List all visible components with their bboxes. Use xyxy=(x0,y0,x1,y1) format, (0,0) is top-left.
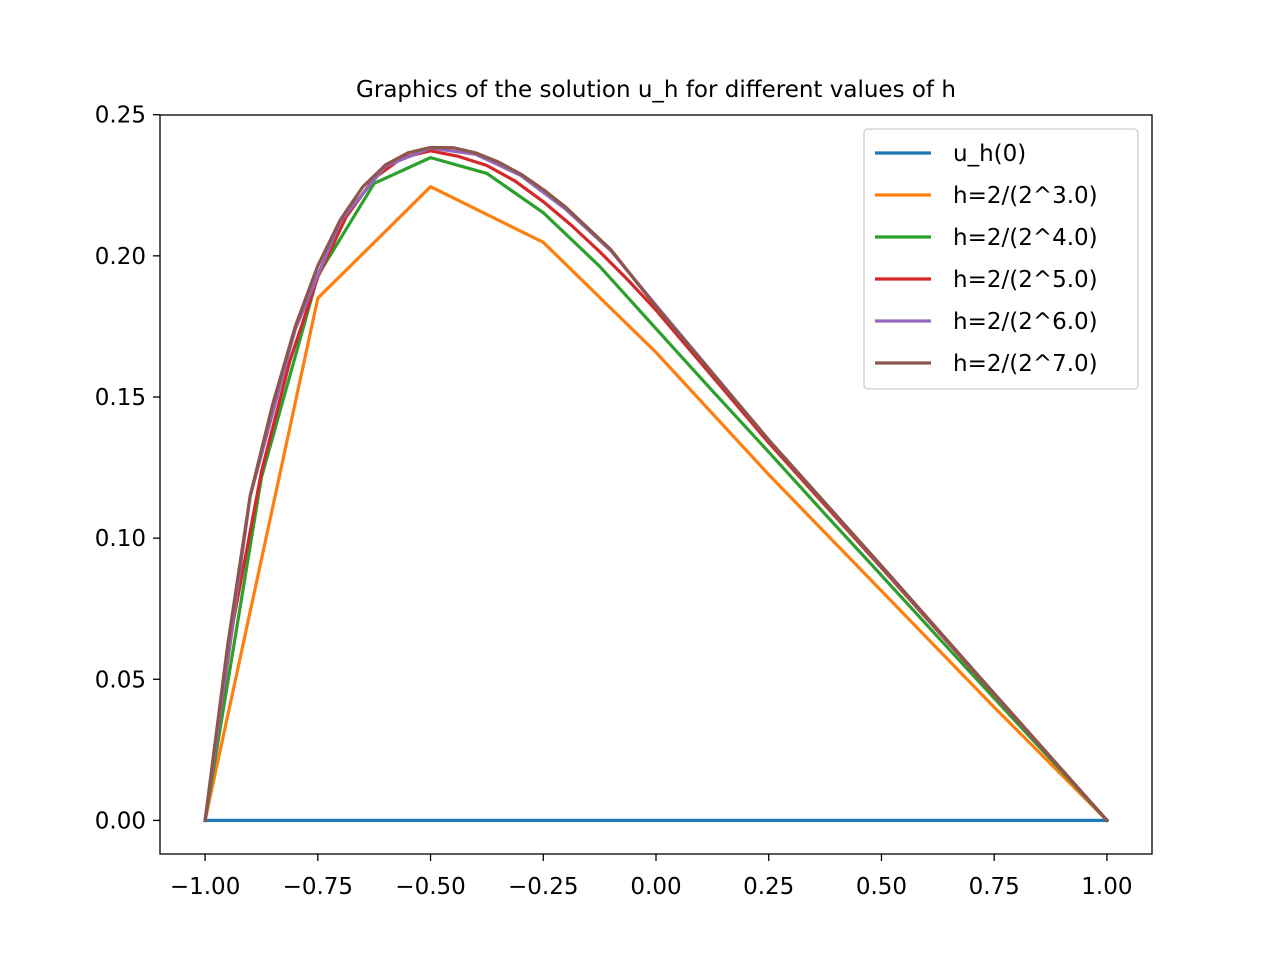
x-tick-label: 1.00 xyxy=(1081,874,1132,900)
x-tick-label: −0.25 xyxy=(508,874,578,900)
y-axis: 0.00 0.05 0.10 0.15 0.20 0.25 xyxy=(95,103,160,834)
x-tick-label: 0.00 xyxy=(630,874,681,900)
x-tick-label: −0.75 xyxy=(283,874,353,900)
x-tick-label: −0.50 xyxy=(395,874,465,900)
y-tick-label: 0.25 xyxy=(95,103,146,129)
x-tick-label: 0.75 xyxy=(969,874,1020,900)
x-tick-label: 0.25 xyxy=(743,874,794,900)
x-axis: −1.00 −0.75 −0.50 −0.25 0.00 0.25 0.50 0.75 1.00 xyxy=(170,854,1133,900)
legend-label-3: h=2/(2^5.0) xyxy=(953,267,1098,293)
series-line-1 xyxy=(203,185,1110,823)
y-tick-label: 0.10 xyxy=(95,526,146,552)
legend-label-2: h=2/(2^4.0) xyxy=(953,225,1098,251)
y-tick-label: 0.20 xyxy=(95,244,146,270)
legend: u_h(0) h=2/(2^3.0) h=2/(2^4.0) h=2/(2^5.0) h… xyxy=(863,128,1139,390)
x-tick-label: −1.00 xyxy=(170,874,240,900)
x-tick-label: 0.50 xyxy=(856,874,907,900)
series-line-3 xyxy=(203,149,1110,823)
chart-title: Graphics of the solution u_h for differe… xyxy=(356,77,956,103)
legend-label-4: h=2/(2^6.0) xyxy=(953,309,1098,335)
y-tick-label: 0.00 xyxy=(95,808,146,834)
legend-label-1: h=2/(2^3.0) xyxy=(953,183,1098,209)
legend-box xyxy=(863,128,1139,390)
y-tick-label: 0.15 xyxy=(95,385,146,411)
series-line-5 xyxy=(203,145,1110,823)
series-line-2 xyxy=(203,156,1110,823)
y-tick-label: 0.05 xyxy=(95,667,146,693)
series-layer xyxy=(203,145,1110,823)
legend-label-5: h=2/(2^7.0) xyxy=(953,351,1098,377)
legend-label-0: u_h(0) xyxy=(953,141,1026,167)
